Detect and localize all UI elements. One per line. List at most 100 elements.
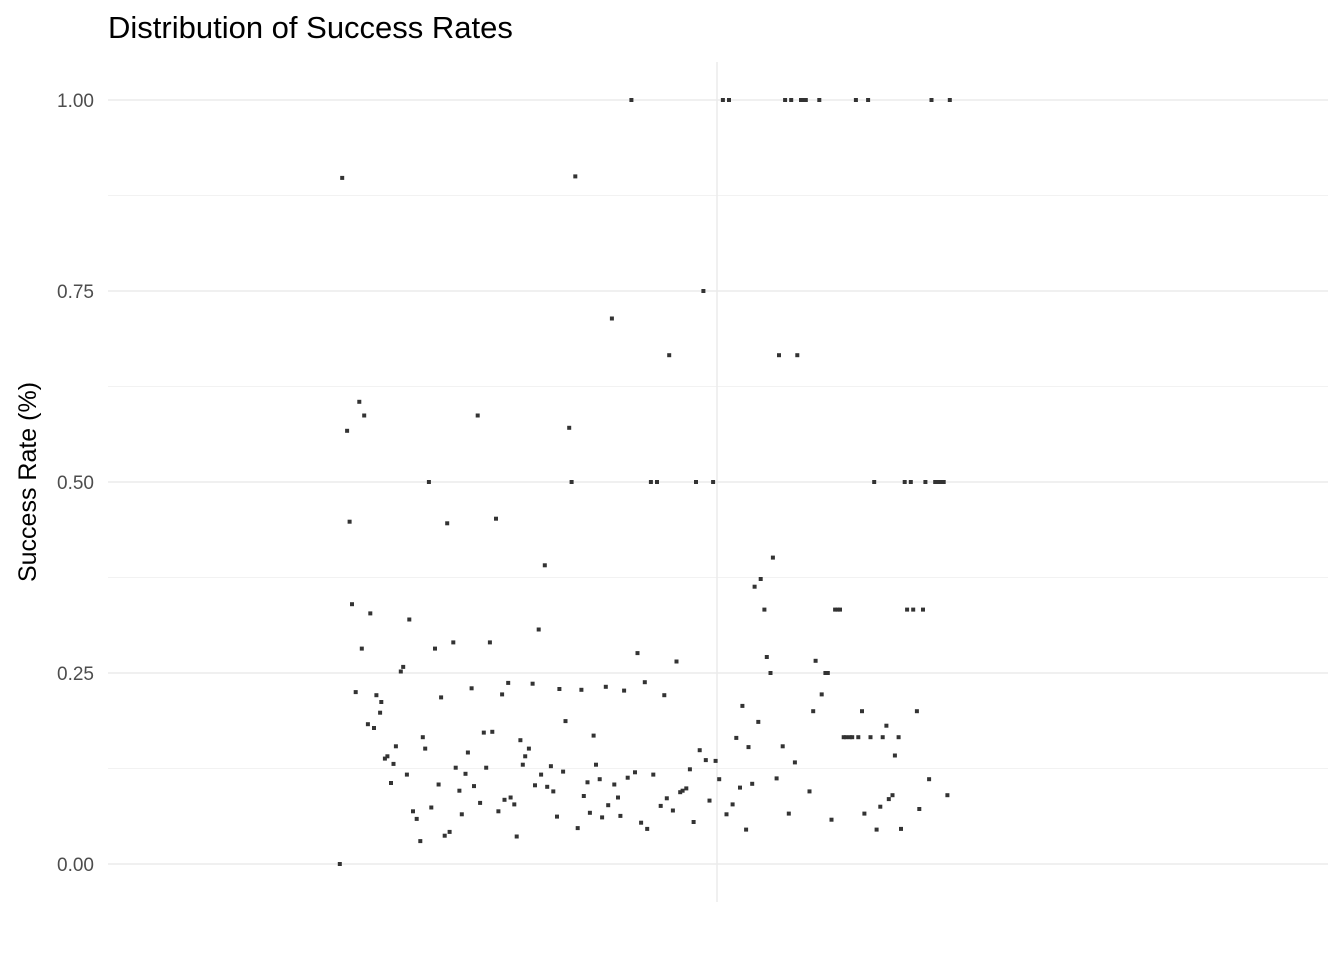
data-point (472, 784, 476, 789)
data-point (835, 607, 840, 612)
data-point (436, 782, 441, 787)
data-point (625, 775, 630, 780)
data-point (662, 693, 667, 698)
data-point (429, 805, 434, 810)
data-point (347, 519, 352, 524)
data-point (365, 722, 370, 727)
data-point (807, 789, 812, 794)
data-point (561, 769, 566, 774)
data-point (914, 709, 919, 714)
data-point (795, 353, 800, 358)
data-point (555, 814, 559, 819)
data-point (819, 692, 824, 697)
data-point (536, 627, 541, 632)
data-point (817, 98, 822, 102)
data-point (923, 480, 928, 484)
data-point (691, 820, 696, 824)
data-point (750, 781, 755, 786)
data-point (945, 793, 950, 798)
data-point (687, 767, 692, 772)
data-point (385, 754, 390, 759)
data-point (612, 782, 617, 787)
data-point (496, 809, 501, 814)
data-point (799, 98, 803, 102)
data-point (587, 810, 592, 815)
data-point (684, 786, 689, 791)
data-point (880, 735, 885, 740)
data-point (453, 765, 458, 770)
data-point (674, 659, 679, 664)
data-point (829, 817, 834, 822)
data-point (475, 413, 480, 418)
data-point (886, 797, 891, 802)
data-point (744, 827, 749, 832)
data-point (838, 607, 842, 612)
data-point (463, 771, 468, 776)
data-point (872, 480, 877, 484)
data-point (711, 480, 716, 484)
data-point (374, 693, 379, 698)
data-point (514, 834, 519, 839)
data-point (398, 669, 403, 674)
data-point (917, 807, 922, 811)
data-point (905, 607, 910, 612)
data-point (629, 98, 634, 102)
data-point (379, 700, 384, 704)
data-point (442, 833, 447, 838)
y-tick-label: 0.75 (57, 282, 94, 303)
data-point (391, 761, 396, 766)
data-point (701, 289, 706, 293)
data-point (774, 776, 779, 781)
data-point (362, 413, 367, 418)
data-point (426, 480, 431, 484)
data-point (569, 480, 574, 484)
data-point (457, 788, 462, 793)
data-point (941, 480, 946, 484)
data-point (664, 796, 669, 801)
data-point (862, 811, 867, 816)
data-point (868, 735, 873, 740)
data-point (411, 809, 415, 814)
data-point (803, 98, 808, 102)
data-point (703, 758, 708, 763)
data-point (777, 353, 781, 358)
data-point (892, 753, 897, 758)
data-point (389, 781, 393, 785)
y-tick-label: 1.00 (57, 91, 94, 112)
data-point (465, 750, 470, 755)
data-point (921, 607, 925, 612)
data-point (451, 640, 456, 645)
data-point (372, 726, 376, 730)
data-point (500, 692, 505, 697)
data-point (382, 756, 387, 761)
data-point (520, 762, 525, 767)
data-point (789, 98, 794, 102)
data-point (533, 783, 537, 788)
data-point (551, 789, 556, 794)
data-point (337, 862, 342, 866)
y-tick-label: 0.25 (57, 664, 94, 685)
data-point (353, 690, 358, 695)
data-point (478, 800, 483, 805)
major-gridlines (108, 62, 1328, 902)
data-point (359, 646, 364, 651)
data-point (606, 803, 611, 808)
data-point (786, 811, 791, 816)
data-point (512, 802, 517, 807)
minor-gridlines (108, 195, 1328, 769)
data-point (591, 733, 596, 738)
data-point (575, 826, 580, 831)
data-point (927, 777, 932, 782)
data-point (707, 798, 712, 803)
data-point (929, 98, 934, 102)
data-point (896, 735, 901, 740)
data-point (911, 607, 916, 612)
data-point (494, 516, 498, 521)
data-point (508, 795, 513, 800)
data-point (603, 684, 608, 689)
data-point (357, 399, 362, 404)
data-point (622, 688, 627, 693)
data-point (414, 816, 419, 821)
data-point (724, 812, 729, 817)
